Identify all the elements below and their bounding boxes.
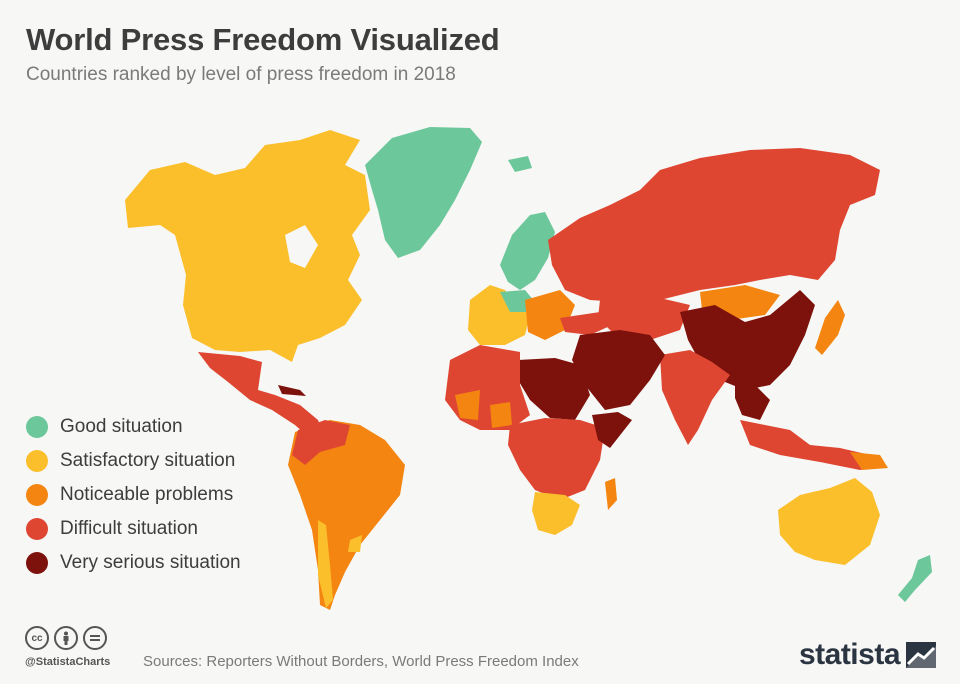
legend-label: Good situation — [60, 416, 183, 437]
region-west-africa — [445, 345, 530, 430]
legend-label: Difficult situation — [60, 518, 198, 539]
region-greenland — [365, 127, 482, 258]
legend-item-noticeable: Noticeable problems — [26, 478, 241, 512]
region-horn-of-africa — [592, 412, 632, 448]
region-scandinavia — [500, 212, 555, 290]
region-venezuela-colombia — [292, 420, 350, 465]
legend-item-satisfactory: Satisfactory situation — [26, 444, 241, 478]
chart-subtitle: Countries ranked by level of press freed… — [26, 64, 456, 85]
legend-item-good: Good situation — [26, 410, 241, 444]
statista-logo[interactable]: statista — [799, 638, 936, 672]
region-southern-africa — [532, 492, 580, 535]
region-southeast-asia — [740, 420, 885, 470]
legend-swatch — [26, 416, 48, 438]
region-ghana-area — [490, 402, 512, 428]
region-australia — [778, 478, 880, 565]
region-russia — [548, 148, 880, 302]
social-handle[interactable]: @StatistaCharts — [25, 656, 111, 668]
region-japan — [815, 300, 845, 355]
region-chile — [318, 520, 333, 608]
region-india — [660, 350, 730, 445]
legend: Good situation Satisfactory situation No… — [26, 410, 241, 580]
region-middle-east — [572, 330, 665, 410]
region-madagascar — [605, 478, 617, 510]
region-central-asia — [598, 298, 690, 340]
legend-swatch — [26, 552, 48, 574]
region-png — [850, 452, 888, 470]
no-derivatives-icon — [83, 626, 107, 650]
source-note: Sources: Reporters Without Borders, Worl… — [143, 653, 579, 670]
legend-swatch — [26, 518, 48, 540]
region-indochina — [735, 380, 770, 420]
region-iceland — [508, 156, 532, 172]
region-sahel — [455, 390, 480, 420]
attribution-icon — [54, 626, 78, 650]
logo-mark-icon — [906, 642, 936, 668]
region-western-europe — [468, 285, 530, 345]
region-uruguay — [348, 535, 362, 552]
legend-item-very-serious: Very serious situation — [26, 546, 241, 580]
legend-swatch — [26, 450, 48, 472]
cc-icon: cc — [25, 626, 49, 650]
legend-item-difficult: Difficult situation — [26, 512, 241, 546]
region-mexico-central-america — [198, 352, 325, 440]
region-central-africa — [508, 418, 605, 500]
legend-label: Satisfactory situation — [60, 450, 236, 471]
region-new-zealand — [898, 555, 932, 602]
legend-label: Very serious situation — [60, 552, 241, 573]
logo-text: statista — [798, 638, 901, 671]
chart-title: World Press Freedom Visualized — [26, 22, 500, 57]
region-eastern-europe — [525, 290, 575, 340]
legend-swatch — [26, 484, 48, 506]
license-icons: cc — [25, 626, 107, 650]
region-north-africa-east — [518, 358, 590, 420]
region-north-america — [125, 130, 370, 362]
region-south-america — [288, 420, 405, 610]
legend-label: Noticeable problems — [60, 484, 234, 505]
region-cuba — [278, 385, 306, 396]
